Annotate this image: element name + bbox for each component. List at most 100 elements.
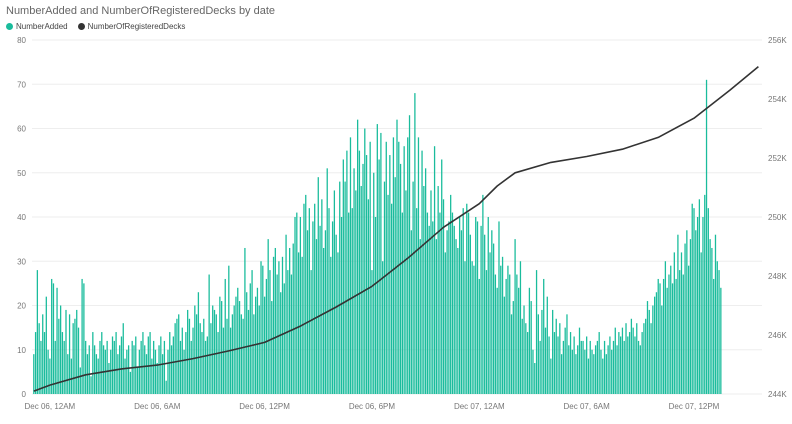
bar [405, 190, 407, 394]
legend-swatch-number-added [6, 23, 13, 30]
bar [90, 376, 92, 394]
bar [297, 252, 300, 394]
bar [704, 194, 706, 394]
bar [575, 354, 577, 394]
x-tick-label: Dec 07, 12AM [454, 402, 505, 411]
bar [56, 287, 58, 394]
bar [679, 270, 681, 394]
bar [294, 217, 296, 394]
bar [664, 261, 667, 394]
bar [356, 119, 359, 395]
bar [382, 261, 384, 394]
bar [142, 332, 144, 394]
bar [482, 194, 484, 394]
bar [93, 345, 96, 394]
bar [478, 278, 480, 394]
x-tick-label: Dec 06, 6PM [349, 402, 396, 411]
bar [446, 230, 448, 394]
bar [106, 340, 108, 394]
bar [269, 270, 271, 394]
bar [199, 323, 201, 394]
bar [526, 332, 529, 394]
y-right-tick-label: 252K [768, 154, 787, 163]
bar [79, 367, 81, 394]
x-tick-label: Dec 07, 12PM [669, 402, 720, 411]
bar [589, 340, 591, 394]
bar [322, 247, 325, 394]
bar [176, 318, 178, 394]
bar [120, 336, 123, 394]
bar [500, 265, 502, 394]
y-left-tick-label: 40 [17, 213, 26, 222]
bar [562, 340, 565, 394]
bar [673, 252, 675, 394]
bar [195, 314, 198, 394]
bar [709, 239, 711, 394]
bar [340, 217, 343, 394]
bar [496, 287, 498, 394]
x-tick-label: Dec 06, 12PM [239, 402, 290, 411]
bar [407, 137, 409, 394]
x-axis: Dec 06, 12AM Dec 06, 6AM Dec 06, 12PM Dec 0… [25, 402, 720, 411]
bar [534, 363, 536, 394]
bar [498, 221, 500, 394]
bar [569, 332, 572, 394]
bar [74, 318, 76, 394]
bar [602, 358, 604, 394]
bar [480, 225, 482, 394]
bar [689, 239, 692, 394]
y-right-tick-label: 254K [768, 95, 787, 104]
y-right-tick-label: 250K [768, 213, 787, 222]
y-left-tick-label: 60 [17, 125, 26, 134]
bar [514, 239, 516, 394]
bar [453, 225, 455, 394]
bar [263, 296, 266, 394]
bar [659, 283, 661, 394]
bar [596, 340, 599, 394]
bar [299, 217, 302, 394]
bar [627, 336, 629, 394]
bar [509, 274, 511, 394]
bar [528, 287, 531, 394]
bar [550, 358, 552, 394]
bar [586, 336, 588, 394]
bar [491, 230, 493, 394]
bar [578, 327, 581, 394]
bar [625, 323, 627, 394]
bar [314, 203, 316, 394]
bar [612, 340, 615, 394]
bar [389, 155, 391, 394]
bar [136, 367, 139, 394]
bar [292, 243, 294, 394]
bar [705, 79, 708, 394]
bar [360, 186, 362, 394]
bar [713, 278, 715, 394]
bar [582, 340, 584, 394]
bar [630, 318, 633, 394]
bar [505, 278, 507, 394]
bar [219, 296, 221, 394]
bar [161, 354, 164, 394]
bar [271, 301, 273, 394]
legend-item-registered-decks[interactable]: NumberOfRegisteredDecks [77, 22, 185, 31]
bar [376, 124, 378, 394]
y-left-tick-label: 20 [17, 302, 26, 311]
bar [260, 261, 262, 394]
bars-number-added [33, 79, 722, 395]
bar [666, 287, 668, 394]
bar [611, 349, 613, 394]
bar [516, 274, 518, 394]
bar [593, 354, 595, 394]
bar [283, 283, 285, 394]
bar [33, 354, 35, 394]
bar [380, 132, 382, 395]
bar [451, 212, 454, 394]
bar [557, 336, 559, 394]
bar [224, 278, 226, 394]
bar [441, 159, 443, 394]
bar [122, 323, 124, 394]
bar [417, 137, 420, 394]
legend-item-number-added[interactable]: NumberAdded [6, 22, 68, 31]
bar [403, 146, 405, 394]
bar [698, 199, 701, 394]
